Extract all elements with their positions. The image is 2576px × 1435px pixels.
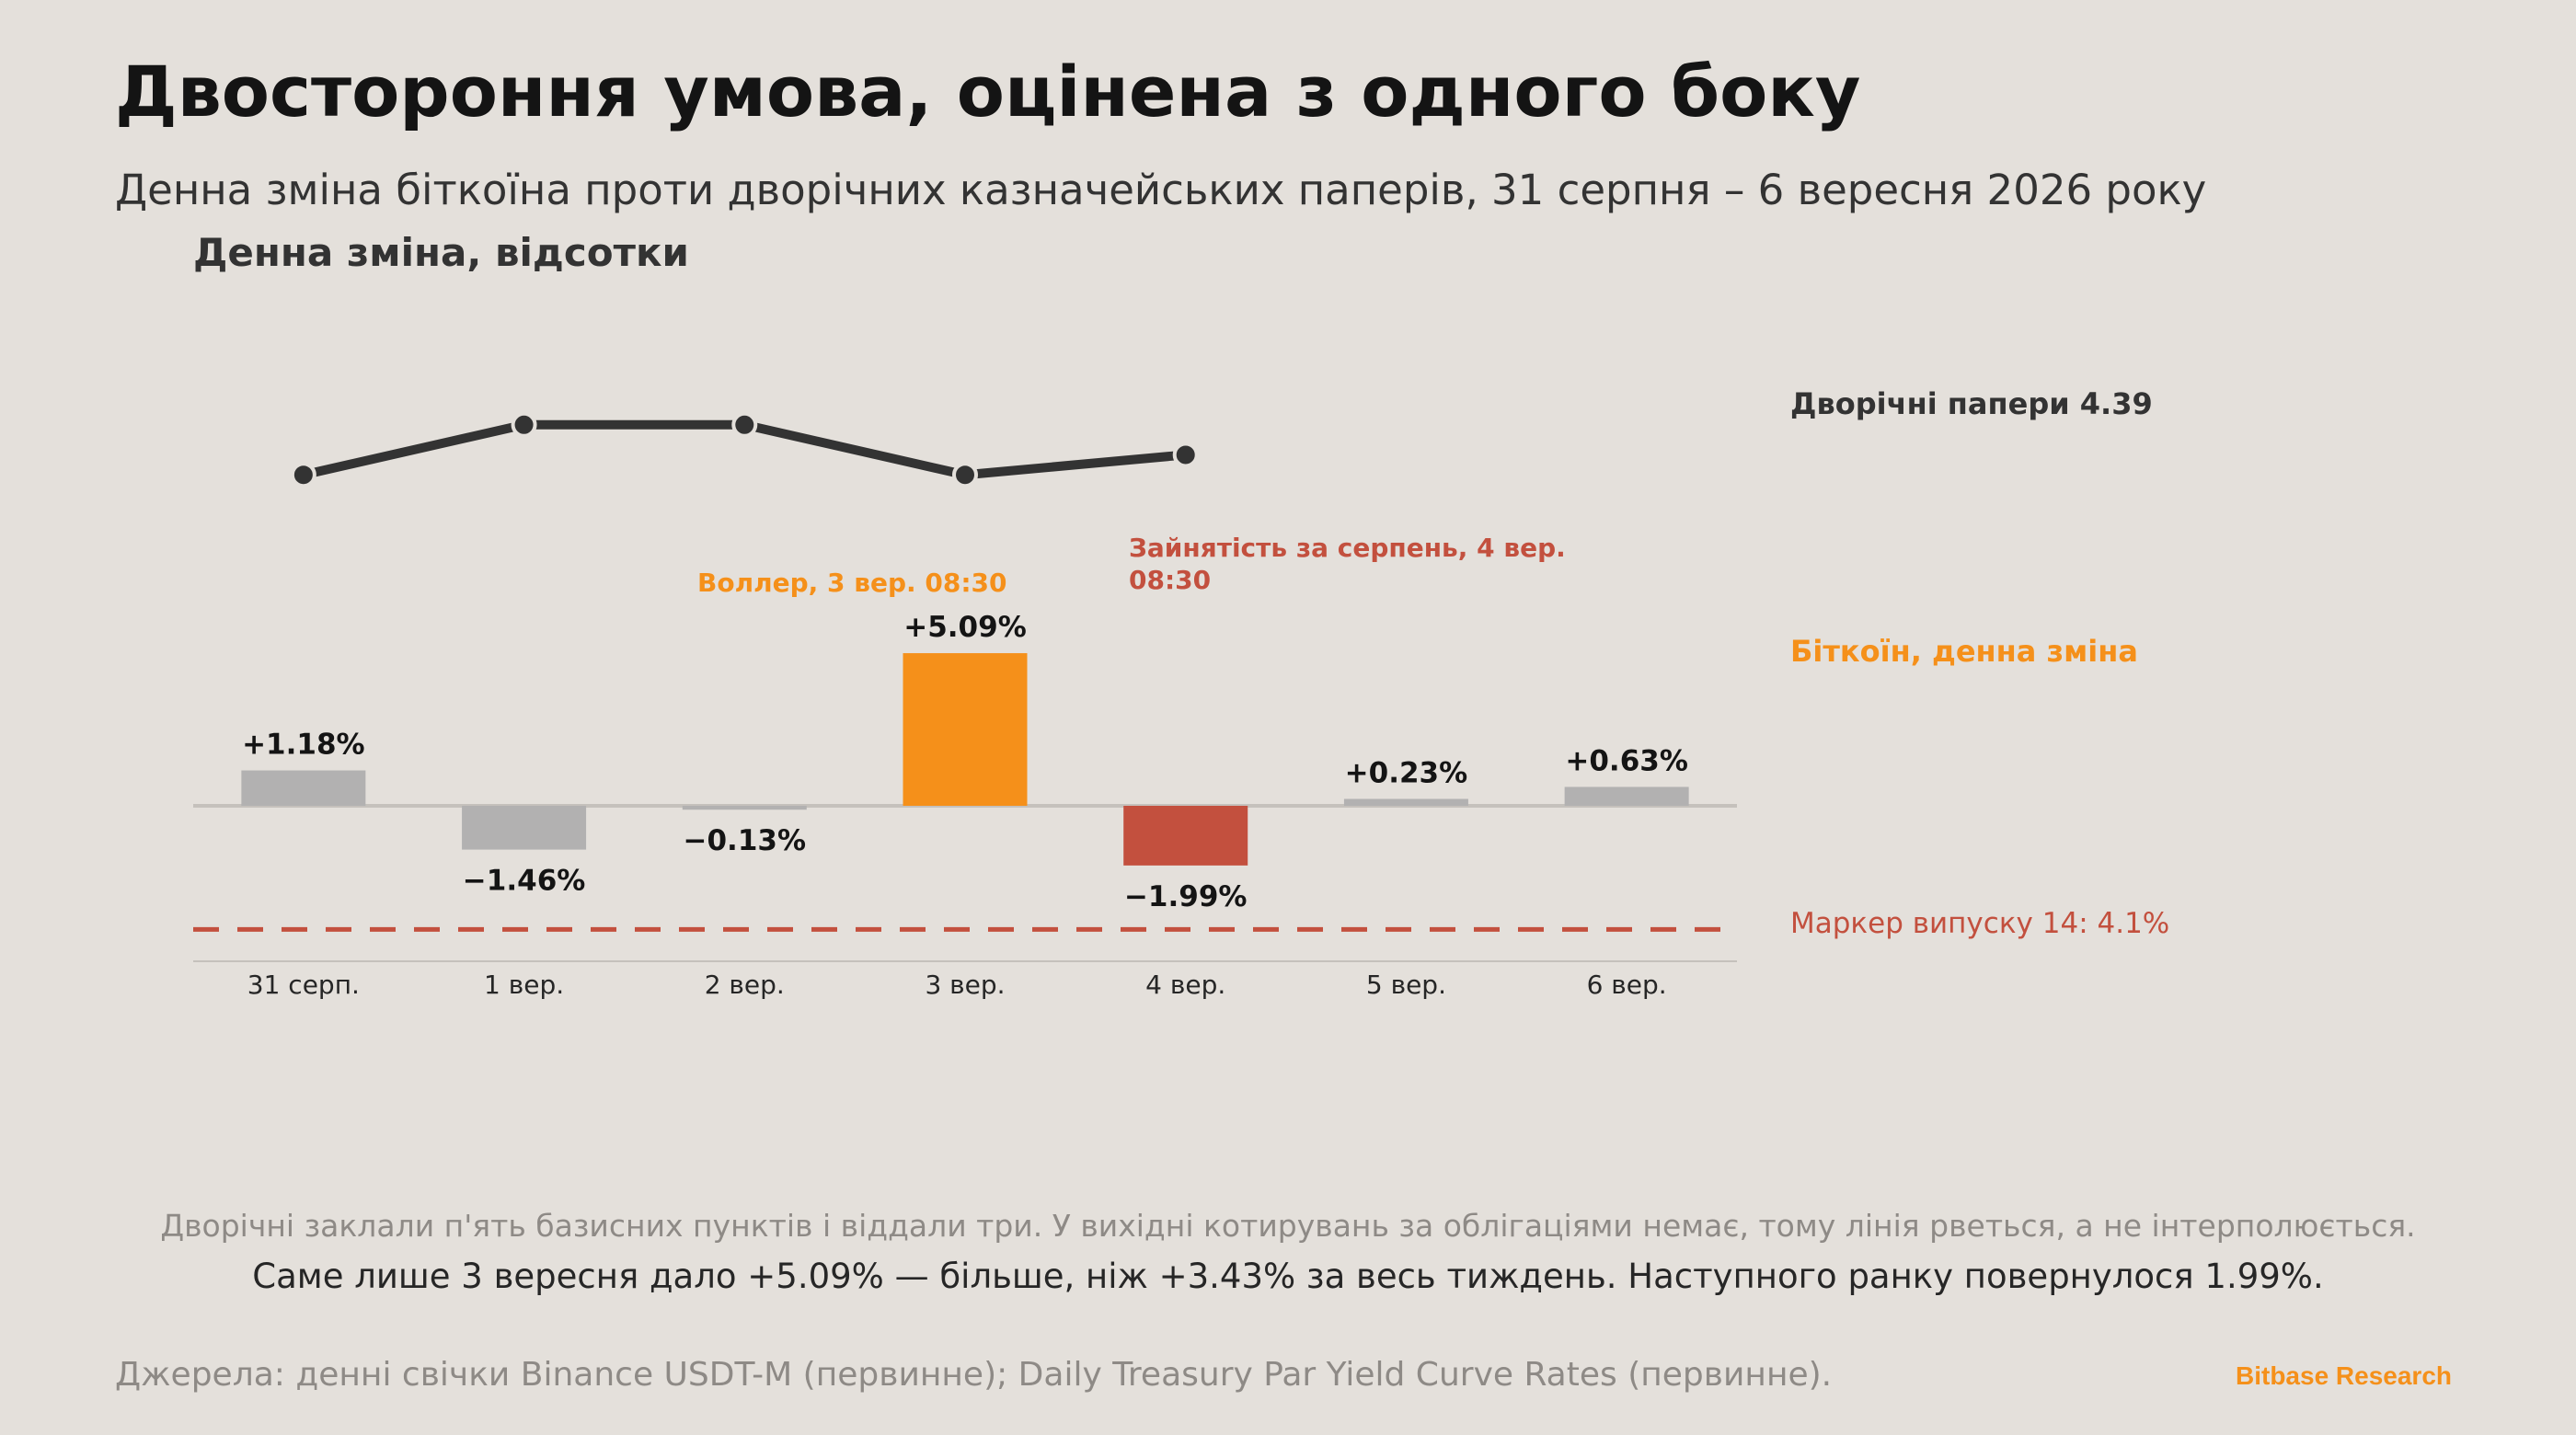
- bar-4: [1123, 806, 1248, 866]
- bar-value-label-1: −1.46%: [463, 865, 586, 898]
- x-tick-label-2: 2 вер.: [705, 970, 785, 1000]
- x-tick-label-6: 6 вер.: [1587, 970, 1667, 1000]
- legend-treasury: Дворічні папери 4.39: [1790, 386, 2153, 421]
- bar-value-label-6: +0.63%: [1565, 744, 1688, 777]
- x-tick-label-3: 3 вер.: [925, 970, 1005, 1000]
- annotation-payrolls-line1: Зайнятість за серпень, 4 вер.: [1129, 533, 1566, 563]
- legend-issue-marker: Маркер випуску 14: 4.1%: [1790, 907, 2169, 940]
- bar-value-label-3: +5.09%: [903, 611, 1027, 644]
- x-tick-label-0: 31 серп.: [247, 970, 360, 1000]
- x-tick-label-1: 1 вер.: [484, 970, 564, 1000]
- bar-value-label-2: −0.13%: [684, 824, 807, 857]
- treasury-point-1: [511, 411, 537, 438]
- annotation-payrolls-line2: 08:30: [1129, 565, 1211, 595]
- bar-value-label-0: +1.18%: [242, 729, 365, 762]
- treasury-point-2: [731, 411, 758, 438]
- bar-value-label-4: −1.99%: [1124, 880, 1248, 913]
- bar-6: [1564, 786, 1689, 806]
- chart-takeaway: Саме лише 3 вересня дало +5.09% — більше…: [252, 1257, 2324, 1296]
- treasury-point-0: [290, 462, 316, 488]
- x-tick-label-4: 4 вер.: [1145, 970, 1225, 1000]
- y-axis-label: Денна зміна, відсотки: [193, 230, 689, 275]
- treasury-point-4: [1172, 442, 1199, 468]
- brand-logo: Bitbase Research: [2236, 1361, 2453, 1390]
- chart-svg: +1.18% −1.46% −0.13% +5.09% −1.99% +0.23% +0.6…: [193, 386, 2169, 1000]
- treasury-point-3: [952, 462, 978, 488]
- chart-note: Дворічні заклали п'ять базисних пунктів …: [160, 1208, 2416, 1244]
- bar-2: [682, 806, 807, 810]
- bar-value-label-5: +0.23%: [1345, 757, 1468, 790]
- legend-bitcoin: Біткоїн, денна зміна: [1790, 634, 2138, 669]
- bar-5: [1343, 798, 1468, 806]
- annotation-waller: Воллер, 3 вер. 08:30: [697, 568, 1007, 598]
- bar-1: [462, 806, 587, 850]
- bar-0: [241, 770, 366, 806]
- source-line: Джерела: денні свічки Binance USDT-M (пе…: [115, 1356, 1833, 1394]
- chart-subtitle: Денна зміна біткоїна проти дворічних каз…: [115, 166, 2207, 214]
- bar-3: [903, 653, 1028, 806]
- x-tick-label-5: 5 вер.: [1366, 970, 1446, 1000]
- chart-title: Двостороння умова, оцінена з одного боку: [115, 51, 1861, 132]
